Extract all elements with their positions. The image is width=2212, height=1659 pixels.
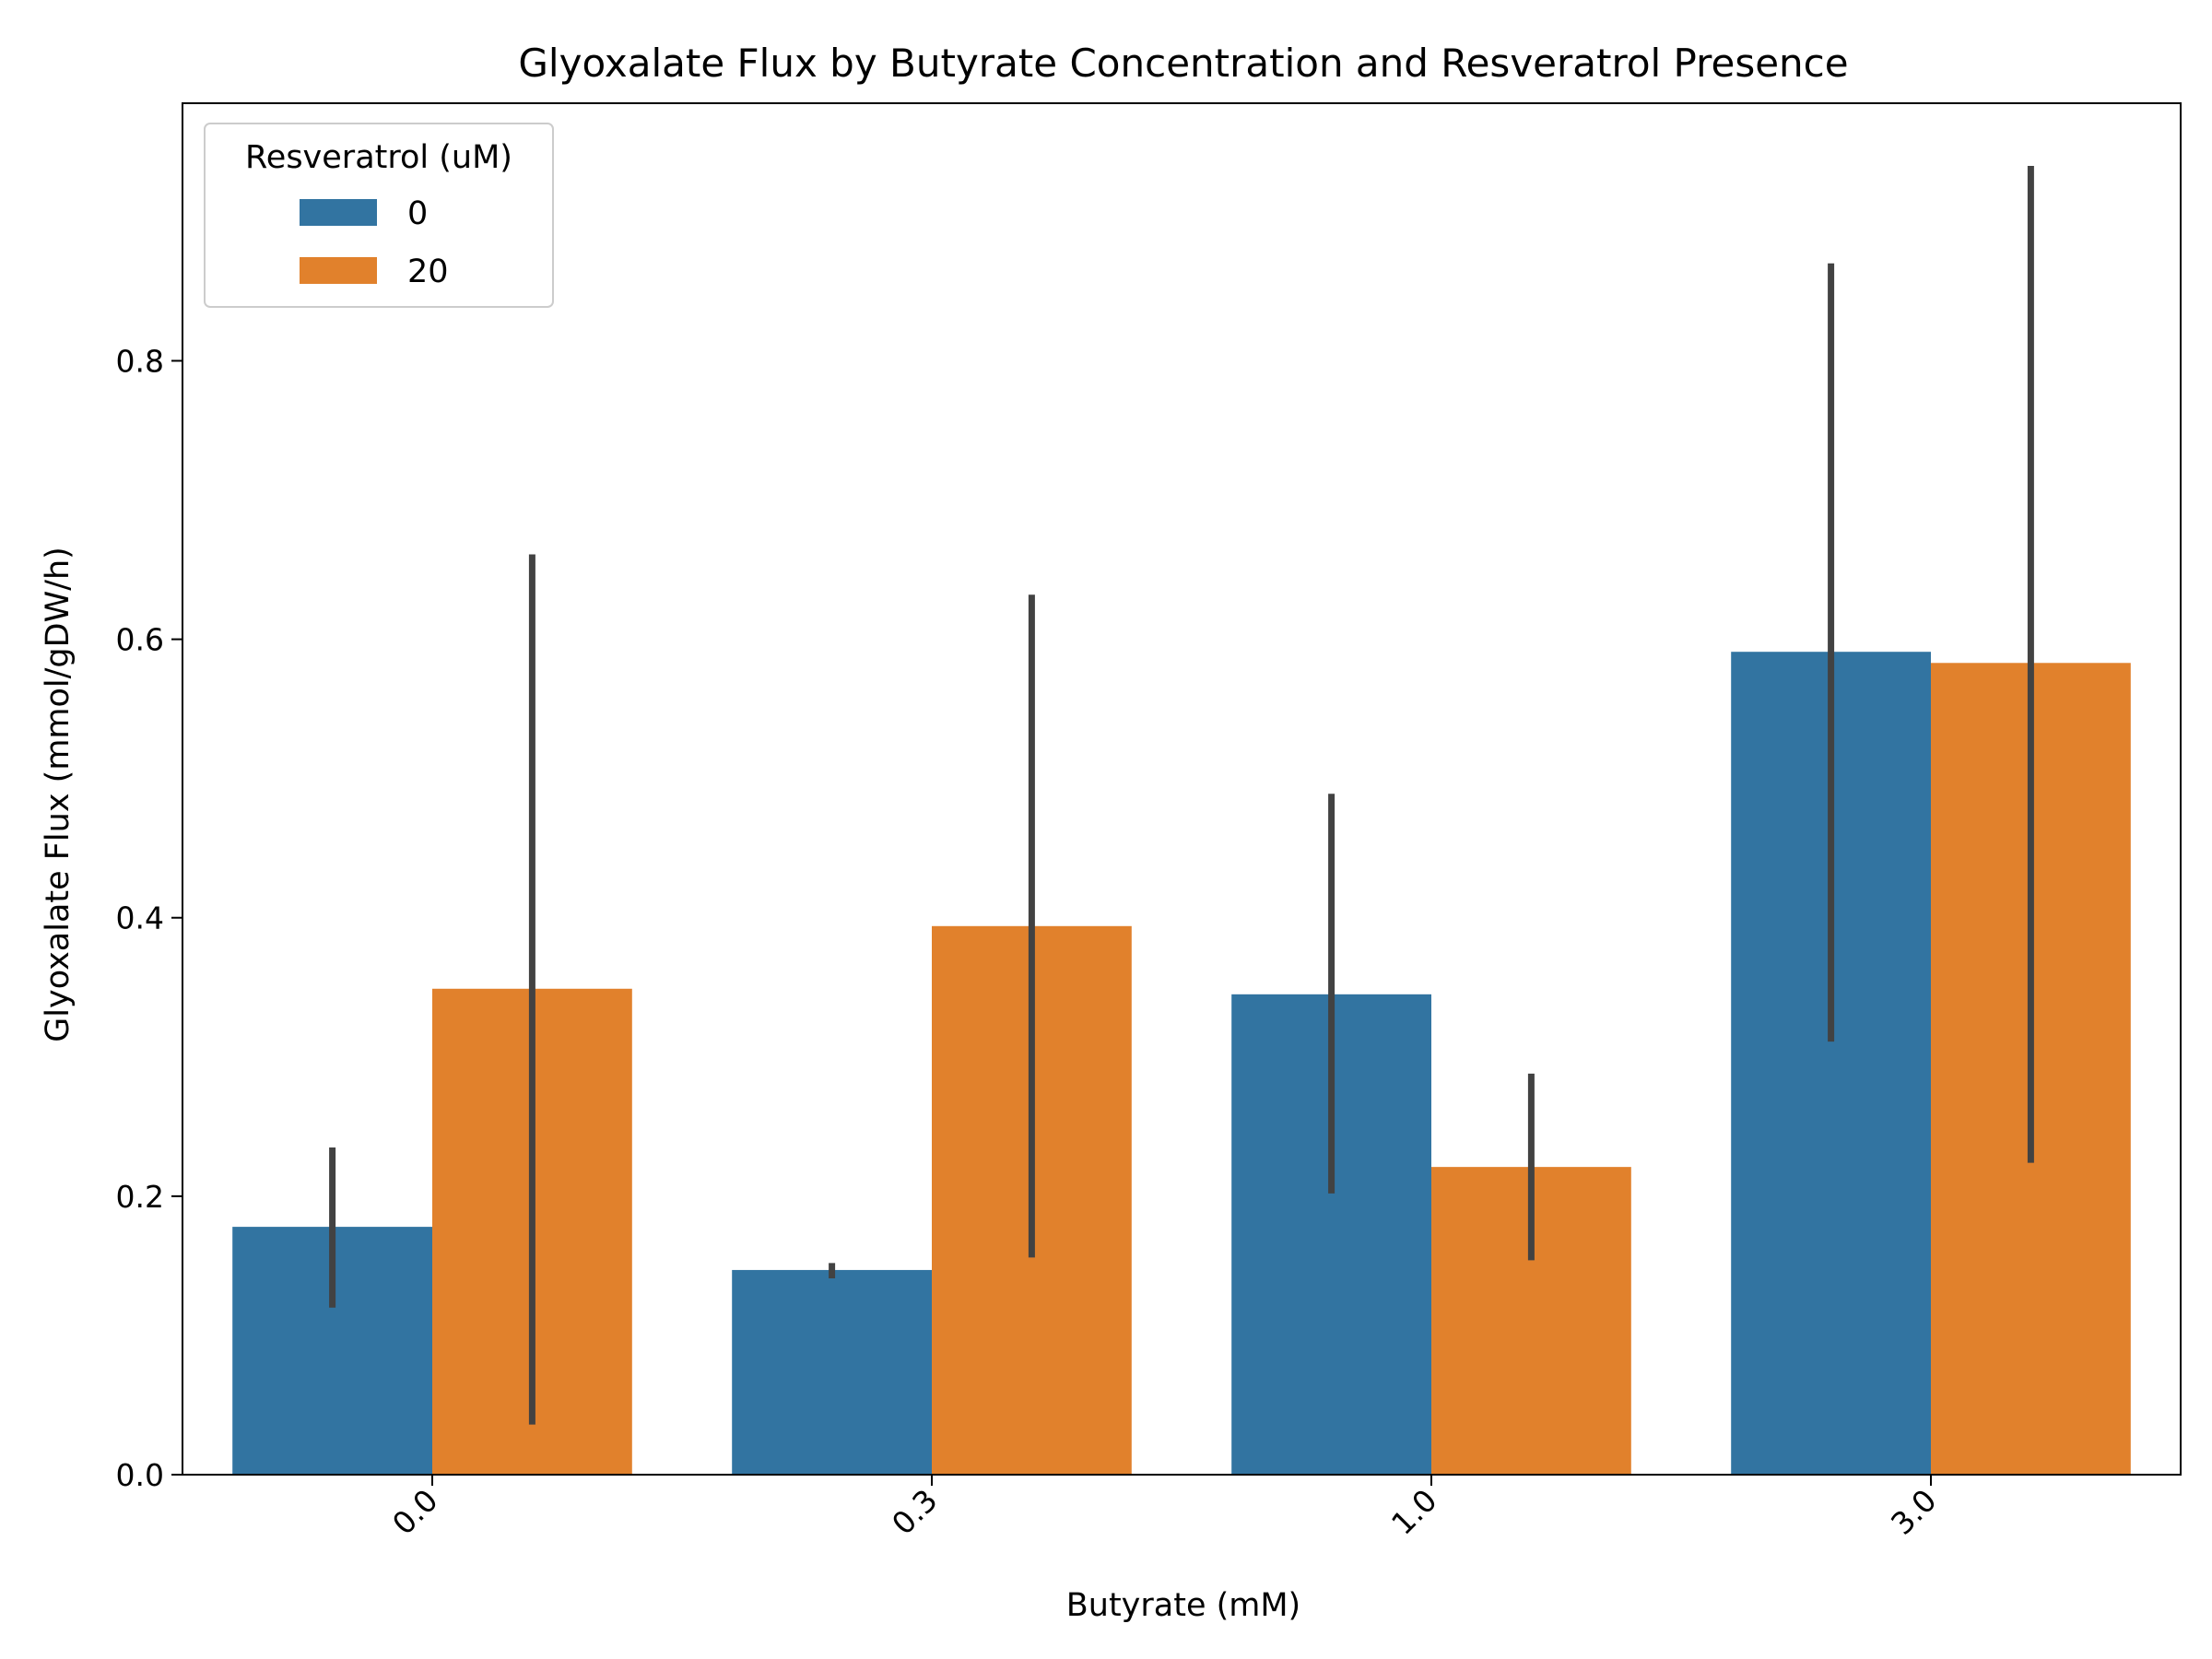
legend: Resveratrol (uM) 0 20 [204, 123, 554, 308]
y-tick-label: 0.8 [116, 343, 164, 379]
plot-area: 0.00.20.40.60.80.0 0.3 1.0 3.0 [116, 102, 2182, 1542]
bar-series-0-cat-0.3 [732, 1269, 932, 1475]
y-tick-label: 0.4 [116, 900, 164, 936]
legend-label-0: 0 [407, 195, 428, 232]
legend-frame [204, 123, 554, 308]
y-tick-label: 0.6 [116, 622, 164, 658]
legend-title: Resveratrol (uM) [245, 139, 512, 176]
y-axis-title: Glyoxalate Flux (mmol/gDW/h) [40, 547, 76, 1042]
plot-frame [182, 102, 2182, 1476]
y-tick-label: 0.2 [116, 1179, 164, 1215]
y-tick-label: 0.0 [116, 1457, 164, 1493]
legend-swatch-1 [300, 257, 377, 284]
chart-title: Glyoxalate Flux by Butyrate Concentratio… [518, 41, 1848, 86]
legend-swatch-0 [300, 199, 377, 226]
x-axis-title: Butyrate (mM) [1066, 1587, 1300, 1624]
legend-label-1: 20 [407, 253, 449, 290]
